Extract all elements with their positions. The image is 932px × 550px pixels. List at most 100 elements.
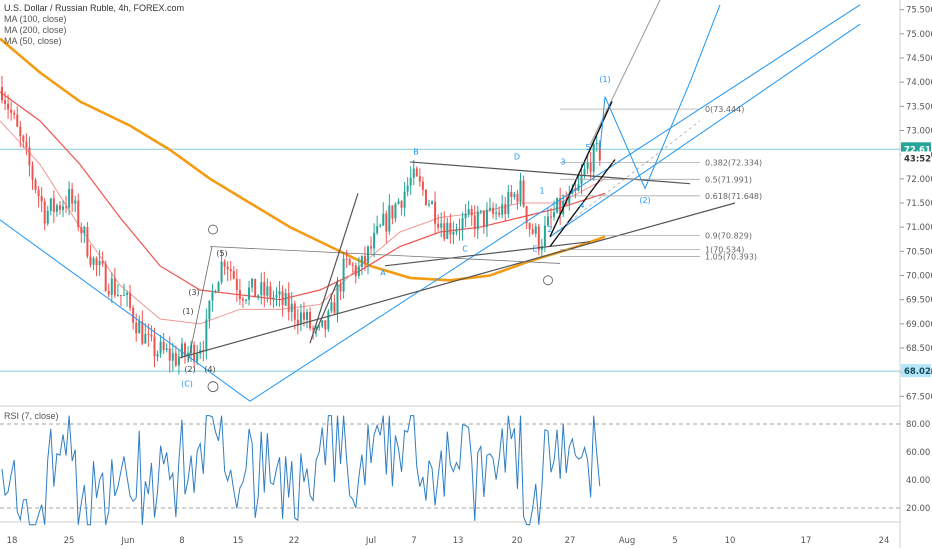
- candle-body: [598, 142, 601, 161]
- candle-body: [333, 302, 336, 314]
- candle-body: [586, 162, 589, 169]
- time-tick-label: 10: [725, 536, 736, 546]
- candle-body: [461, 218, 464, 231]
- level-badge-label: 68.022: [904, 367, 932, 377]
- candle-body: [196, 353, 199, 362]
- candle-body: [522, 180, 525, 207]
- candle-body: [534, 226, 537, 234]
- candle-body: [71, 189, 74, 204]
- triangle-top-line: [409, 161, 691, 185]
- candle-body: [49, 198, 52, 211]
- candle-body: [65, 206, 68, 208]
- candle-body: [226, 266, 229, 270]
- projection-path: [599, 4, 721, 190]
- candle-body: [10, 109, 13, 113]
- candle-body: [516, 193, 519, 202]
- wave-leg-2: [314, 280, 339, 334]
- candle-body: [214, 291, 217, 293]
- candle-body: [278, 291, 281, 295]
- time-tick-label: 24: [879, 536, 890, 546]
- candle-body: [156, 353, 159, 357]
- candle-body: [424, 189, 427, 205]
- candle-body: [330, 302, 333, 312]
- candle-body: [376, 226, 379, 233]
- price-tick-label: 73.000: [906, 127, 932, 137]
- candle-body: [37, 189, 40, 197]
- rsi-tick-label: 80.00: [906, 420, 930, 430]
- price-tick-label: 71.000: [906, 223, 932, 233]
- candle-body: [287, 293, 290, 312]
- chart-title: U.S. Dollar / Russian Ruble, 4h, FOREX.c…: [4, 3, 185, 13]
- wave-label: 5: [585, 143, 590, 152]
- candle-body: [418, 176, 421, 182]
- candle-body: [467, 209, 470, 214]
- candle-body: [296, 319, 299, 325]
- candle-body: [479, 210, 482, 212]
- wave-label: (2): [184, 365, 195, 374]
- candle-body: [473, 215, 476, 230]
- candle-body: [238, 290, 241, 300]
- candle-body: [559, 197, 562, 215]
- candle-body: [254, 278, 257, 298]
- candle-body: [336, 284, 339, 314]
- candle-body: [528, 223, 531, 230]
- time-tick-label: Jul: [365, 536, 376, 546]
- candle-body: [98, 260, 101, 266]
- candle-body: [385, 213, 388, 232]
- candle-body: [177, 356, 180, 366]
- candle-body: [223, 261, 226, 267]
- time-tick-label: Aug: [619, 536, 636, 546]
- candle-body: [452, 231, 455, 235]
- wave-label: 1: [539, 186, 544, 195]
- candle-body: [113, 278, 116, 296]
- time-tick-label: 5: [672, 536, 677, 546]
- candle-body: [119, 295, 122, 297]
- candle-body: [7, 103, 10, 110]
- price-tick-label: 70.000: [906, 272, 932, 282]
- candle-body: [46, 210, 49, 224]
- candle-body: [543, 225, 546, 247]
- candle-body: [92, 258, 95, 265]
- chart-legend: U.S. Dollar / Russian Ruble, 4h, FOREX.c…: [4, 3, 184, 47]
- price-tick-label: 75.500: [906, 6, 932, 16]
- candle-body: [217, 282, 220, 292]
- wave-label: C: [462, 244, 468, 253]
- fib-level-label: 0.5(71.991): [705, 175, 752, 184]
- candle-body: [321, 320, 324, 327]
- wave-leg: [187, 246, 213, 363]
- candle-body: [351, 264, 354, 266]
- candle-body: [184, 343, 186, 356]
- candle-body: [168, 348, 171, 361]
- candle-body: [540, 246, 543, 250]
- wave-label: E: [532, 244, 537, 253]
- candle-body: [357, 266, 360, 276]
- trend-line-blue-upper: [549, 23, 861, 238]
- candle-body: [86, 226, 89, 257]
- candle-body: [141, 321, 144, 344]
- candle-body: [180, 343, 183, 357]
- candle-body: [77, 200, 80, 228]
- fib-level-label: 0.382(72.334): [705, 159, 762, 168]
- candle-body: [513, 193, 516, 197]
- candle-body: [275, 294, 278, 298]
- candle-body: [150, 334, 153, 337]
- time-tick-label: 18: [7, 536, 18, 546]
- candle-body: [251, 278, 254, 288]
- candle-body: [428, 203, 430, 205]
- ma100-line: [0, 91, 606, 301]
- candle-body: [159, 341, 162, 354]
- candle-body: [498, 212, 501, 215]
- candle-body: [306, 312, 308, 320]
- candle-body: [208, 300, 211, 320]
- candle-body: [235, 278, 238, 291]
- rsi-line: [1, 415, 601, 526]
- trend-line-blue: [249, 4, 861, 402]
- candle-body: [281, 291, 284, 306]
- candle-body: [302, 312, 305, 320]
- candle-body: [437, 223, 440, 228]
- candle-body: [379, 225, 382, 227]
- wave-leg-1: [309, 193, 359, 344]
- candle-body: [550, 216, 552, 218]
- candle-body: [272, 297, 275, 300]
